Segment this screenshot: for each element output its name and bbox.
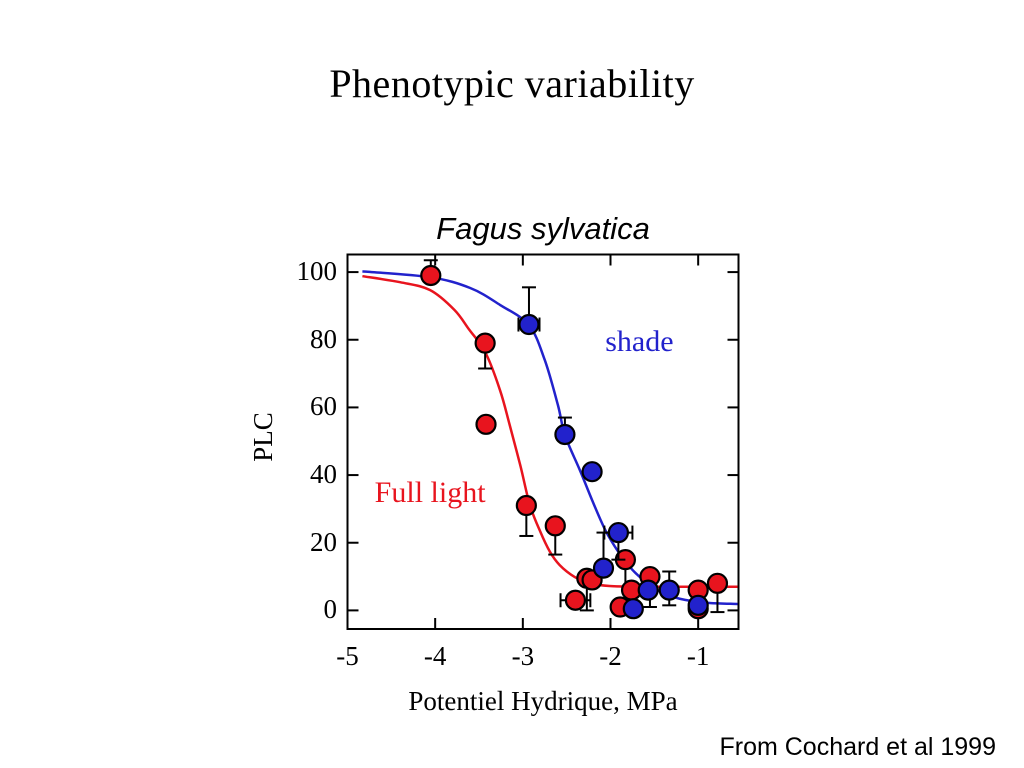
full-light-curve (362, 274, 738, 588)
shade-points (517, 286, 709, 620)
slide-title: Phenotypic variability (329, 61, 695, 106)
x-tick-label: -4 (423, 641, 447, 671)
plot-frame (346, 253, 740, 630)
y-tick-label: 40 (310, 459, 337, 490)
data-point-marker (592, 557, 615, 579)
data-point-marker (518, 313, 540, 336)
data-point-marker (544, 515, 566, 537)
data-point-marker (515, 494, 537, 517)
data-point-marker (420, 264, 442, 287)
data-point-marker (706, 572, 729, 594)
data-point-marker (687, 594, 709, 616)
data-point-marker (474, 332, 496, 354)
x-tick-label: -2 (599, 641, 622, 671)
data-point-marker (658, 579, 680, 601)
y-axis-label: PLC (248, 412, 278, 462)
x-tick-label: -3 (511, 641, 535, 671)
x-axis-label: Potentiel Hydrique, MPa (408, 686, 678, 716)
data-point-marker (637, 579, 659, 601)
full-light-series-label: Full light (374, 476, 486, 510)
y-tick-label: 0 (323, 594, 338, 625)
shade-series-label: shade (605, 324, 674, 358)
data-point-marker (475, 413, 497, 435)
y-tick-label: 100 (296, 256, 338, 287)
y-tick-label: 60 (310, 391, 337, 422)
y-tick-label: 20 (310, 526, 337, 557)
y-tick-label: 80 (310, 323, 337, 354)
data-point-marker (607, 521, 629, 544)
attribution-text: From Cochard et al 1999 (719, 733, 996, 761)
data-point-marker (622, 598, 644, 620)
x-tick-label: -1 (686, 641, 710, 671)
chart-title: Fagus sylvatica (436, 211, 650, 246)
data-point-marker (554, 423, 576, 446)
x-tick-label: -5 (336, 641, 359, 671)
data-point-marker (581, 461, 603, 483)
data-point-marker (564, 589, 587, 611)
